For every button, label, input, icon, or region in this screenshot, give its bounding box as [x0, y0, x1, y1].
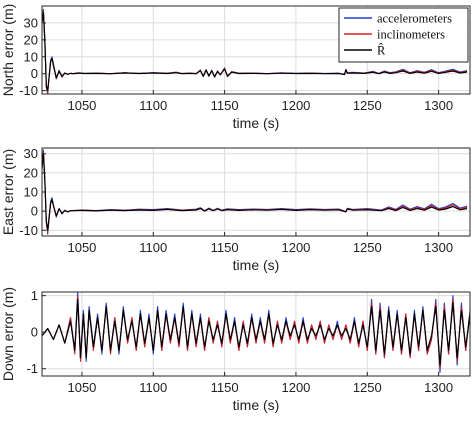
y-tick-label: 10	[24, 49, 38, 64]
y-axis-label: East error (m)	[0, 149, 16, 235]
y-axis-label: Down error (m)	[0, 287, 16, 381]
series-line-r	[42, 12, 468, 92]
legend-label: R̂	[377, 43, 386, 57]
y-tick-label: -1	[26, 361, 38, 376]
x-axis-label: time (s)	[233, 397, 280, 413]
y-tick-label: -10	[19, 223, 38, 238]
y-tick-label: -10	[19, 83, 38, 98]
y-tick-label: 20	[24, 165, 38, 180]
x-tick-label: 1050	[67, 98, 96, 113]
x-tick-label: 1150	[211, 380, 239, 395]
y-tick-label: 1	[31, 288, 38, 303]
x-tick-label: 1150	[211, 98, 239, 113]
y-tick-label: 0	[31, 66, 38, 81]
x-tick-label: 1100	[139, 98, 167, 113]
x-tick-label: 1250	[353, 380, 382, 395]
series-line-r	[42, 298, 470, 366]
x-tick-label: 1250	[353, 98, 382, 113]
x-tick-label: 1300	[424, 380, 453, 395]
x-tick-label: 1200	[281, 380, 310, 395]
legend-label: accelerometers	[377, 12, 452, 26]
panel-1: 1050 1100 1150 1200 1250 1300 -10 0 10 20 30 time (…	[0, 4, 471, 131]
panel-2: 1050 1100 1150 1200 1250 1300 -10 0 10 20 30 time (…	[0, 146, 471, 273]
y-axis-label: North error (m)	[0, 4, 16, 97]
x-tick-label: 1100	[139, 240, 167, 255]
y-tick-label: 20	[24, 32, 38, 47]
x-tick-label: 1200	[281, 240, 310, 255]
x-axis-label: time (s)	[233, 257, 280, 273]
panel-3: 1050 1100 1150 1200 1250 1300 -1 0 1 time (s) Down…	[0, 287, 471, 413]
x-tick-label: 1300	[424, 240, 453, 255]
x-axis-label: time (s)	[233, 115, 280, 131]
x-tick-label: 1250	[353, 240, 382, 255]
y-tick-label: 0	[31, 204, 38, 219]
y-tick-label: 30	[24, 15, 38, 30]
x-tick-label: 1300	[424, 98, 453, 113]
plot-frame	[41, 291, 471, 377]
x-tick-label: 1050	[67, 240, 96, 255]
legend-box	[338, 7, 469, 63]
x-tick-label: 1200	[281, 98, 310, 113]
legend-label: inclinometers	[377, 28, 445, 42]
series-line-r	[42, 153, 468, 231]
y-tick-label: 10	[24, 185, 38, 200]
x-tick-label: 1150	[211, 240, 239, 255]
y-tick-label: 30	[24, 146, 38, 161]
plot-frame	[41, 5, 471, 95]
x-tick-label: 1050	[67, 380, 96, 395]
x-tick-label: 1100	[139, 380, 167, 395]
y-tick-label: 0	[31, 325, 38, 340]
